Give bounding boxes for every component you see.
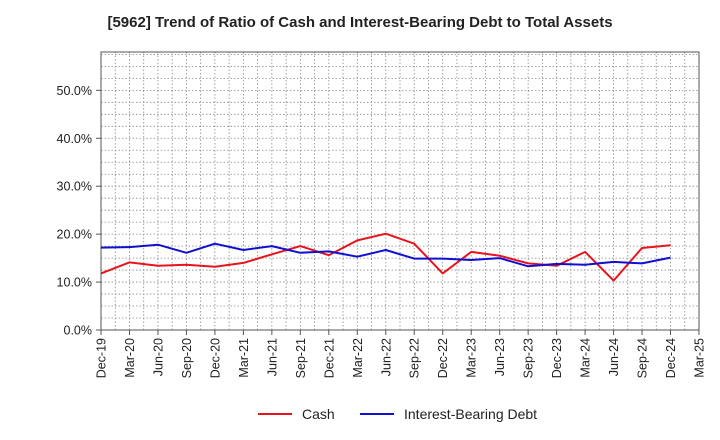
series-line-interest-bearing-debt	[100, 242, 671, 268]
y-tick-labels: 0.0% 10.0% 20.0% 30.0% 40.0% 50.0%	[57, 84, 92, 338]
y-tick-label: 40.0%	[57, 132, 92, 146]
x-tick-label: Dec-23	[550, 338, 564, 378]
x-tick-label: Mar-22	[351, 338, 365, 378]
legend-label-interest-bearing-debt: Interest-Bearing Debt	[404, 406, 538, 422]
x-tick-label: Sep-20	[180, 338, 194, 378]
legend-swatch-interest-bearing-debt	[360, 413, 394, 415]
y-tick-label: 50.0%	[57, 84, 92, 98]
axes	[96, 51, 700, 335]
x-tick-label: Mar-20	[123, 338, 137, 378]
x-tick-label: Jun-22	[379, 338, 393, 376]
legend-item-cash: Cash	[258, 402, 335, 426]
y-tick-label: 30.0%	[57, 180, 92, 194]
y-tick-label: 0.0%	[64, 324, 93, 338]
series-line-cash	[100, 232, 671, 282]
x-tick-label: Mar-24	[579, 338, 593, 378]
y-tick-label: 10.0%	[57, 276, 92, 290]
legend-item-interest-bearing-debt: Interest-Bearing Debt	[360, 402, 537, 426]
plot-frame	[100, 51, 700, 331]
x-tick-label: Jun-23	[493, 338, 507, 376]
series-lines	[100, 232, 671, 282]
x-tick-label: Dec-19	[95, 338, 109, 378]
grid-lines	[101, 52, 699, 330]
legend-label-cash: Cash	[302, 406, 335, 422]
x-tick-label: Sep-23	[522, 338, 536, 378]
legend: Cash Interest-Bearing Debt	[0, 402, 720, 426]
x-tick-label: Dec-24	[664, 338, 678, 378]
x-tick-label: Jun-21	[265, 338, 279, 376]
x-tick-label: Sep-22	[408, 338, 422, 378]
legend-swatch-cash	[258, 413, 292, 415]
x-tick-label: Jun-20	[151, 338, 165, 376]
chart-title: [5962] Trend of Ratio of Cash and Intere…	[107, 14, 613, 31]
x-tick-label: Sep-21	[294, 338, 308, 378]
x-tick-label: Sep-24	[636, 338, 650, 378]
x-tick-label: Dec-20	[208, 338, 222, 378]
y-tick-label: 20.0%	[57, 228, 92, 242]
x-tick-labels: Dec-19 Mar-20 Jun-20 Sep-20 Dec-20 Mar-21 Jun-…	[95, 338, 707, 378]
x-tick-label: Dec-21	[322, 338, 336, 378]
x-tick-label: Mar-25	[693, 338, 707, 378]
x-tick-label: Mar-23	[465, 338, 479, 378]
x-tick-label: Dec-22	[436, 338, 450, 378]
x-tick-label: Mar-21	[237, 338, 251, 378]
x-tick-label: Jun-24	[607, 338, 621, 376]
